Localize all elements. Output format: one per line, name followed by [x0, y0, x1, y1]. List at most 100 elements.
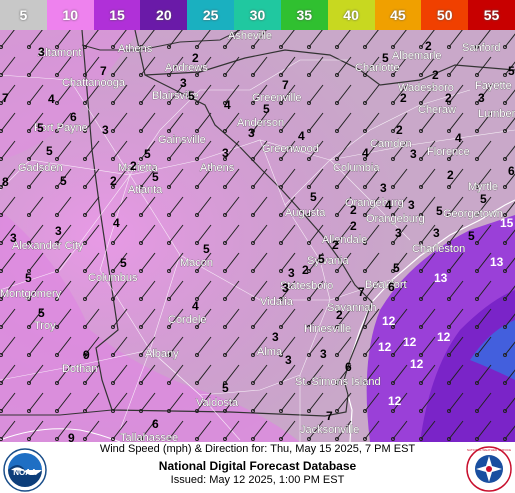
wind-arrow-tail	[223, 185, 227, 189]
wind-arrow	[280, 364, 296, 384]
wind-arrow	[0, 224, 16, 244]
wind-arrow-tail	[139, 101, 143, 105]
wind-arrow	[448, 224, 464, 244]
wind-speed-value: 3	[478, 91, 485, 105]
wind-arrow	[476, 308, 492, 328]
wind-arrow-tail	[363, 353, 367, 357]
wind-arrow-tail	[363, 437, 367, 441]
wind-arrow	[280, 280, 296, 300]
wind-arrow	[280, 392, 296, 412]
wind-arrow-tail	[223, 409, 227, 413]
wind-arrow-tail	[139, 269, 143, 273]
wind-arrow	[168, 252, 184, 272]
wind-arrow-tail	[475, 101, 479, 105]
wind-arrow-tail	[0, 437, 3, 441]
wind-arrow-tail	[419, 325, 423, 329]
wind-arrow	[196, 336, 212, 356]
wind-arrow-tail	[363, 409, 367, 413]
wind-arrow-tail	[111, 73, 115, 77]
city-label: Sanford	[462, 42, 501, 54]
wind-arrow	[364, 84, 380, 104]
wind-arrow-tail	[223, 269, 227, 273]
wind-arrow	[112, 140, 128, 160]
wind-arrow	[0, 30, 15, 48]
wind-speed-value: 12	[437, 330, 451, 344]
wind-arrow-tail	[139, 129, 143, 133]
wind-arrow-tail	[111, 381, 115, 385]
wind-arrow	[420, 30, 435, 48]
wind-arrow-tail	[447, 325, 451, 329]
wind-arrow	[196, 112, 212, 132]
wind-arrow	[280, 168, 296, 188]
wind-arrow	[112, 112, 128, 132]
wind-arrow	[168, 56, 184, 76]
city-label: Athens	[118, 43, 153, 55]
wind-arrow	[28, 84, 44, 104]
wind-arrow	[392, 252, 408, 272]
wind-speed-value: 6	[345, 360, 352, 374]
wind-arrow	[420, 140, 436, 160]
city-label: Dothan	[62, 363, 97, 375]
wind-arrow-tail	[223, 213, 227, 217]
legend-cell-20: 20	[140, 0, 188, 30]
wind-arrow	[420, 252, 436, 272]
wind-arrow	[420, 224, 436, 244]
wind-speed-value: 5	[152, 170, 159, 184]
wind-arrow	[112, 364, 128, 384]
wind-arrow-tail	[167, 129, 171, 133]
wind-speed-value: 5	[382, 51, 389, 65]
pink-region-south	[0, 210, 300, 442]
wind-speed-value: 5	[310, 190, 317, 204]
wind-arrow	[476, 224, 492, 244]
wind-arrow-tail	[419, 101, 423, 105]
wind-arrow	[392, 364, 408, 384]
city-label: Orangeburg	[345, 197, 404, 209]
wind-arrow-tail	[447, 73, 451, 77]
wind-arrow-tail	[195, 213, 199, 217]
wind-arrow-tail	[251, 129, 255, 133]
wind-arrow-tail	[363, 269, 367, 273]
wind-arrow	[56, 84, 72, 104]
wind-arrow-tail	[83, 269, 87, 273]
wind-arrow-tail	[419, 241, 423, 245]
wind-arrow	[476, 336, 492, 356]
wind-arrow	[140, 112, 156, 132]
wind-arrow	[364, 196, 380, 216]
city-label: Asheville	[228, 30, 272, 42]
wind-speed-value: 4	[192, 299, 199, 313]
wind-arrow-tail	[363, 101, 367, 105]
wind-arrow	[448, 280, 464, 300]
wind-arrow-tail	[307, 381, 311, 385]
wind-arrow-tail	[251, 45, 255, 49]
wind-speed-value: 3	[395, 226, 402, 240]
wind-arrow	[224, 140, 240, 160]
wind-arrow-tail	[503, 185, 507, 189]
city-label: Florence	[427, 146, 470, 158]
wind-arrow	[224, 420, 240, 440]
city-label: Sylvania	[307, 255, 349, 267]
wind-arrow-tail	[335, 129, 339, 133]
wind-arrow-tail	[475, 297, 479, 301]
wind-arrow-tail	[447, 129, 451, 133]
wind-arrow	[476, 420, 492, 440]
legend-cell-50: 50	[421, 0, 469, 30]
georgia-border	[81, 30, 373, 417]
wind-arrow-tail	[391, 129, 395, 133]
wind-arrow-tail	[223, 381, 227, 385]
wind-arrow-tail	[27, 297, 31, 301]
wind-arrow-tail	[503, 241, 507, 245]
wind-arrow	[84, 252, 100, 272]
wind-arrow	[252, 308, 268, 328]
wind-arrow	[280, 252, 296, 272]
wind-arrow-tail	[307, 213, 311, 217]
city-label: Fayette	[475, 80, 512, 92]
wind-arrow	[448, 140, 464, 160]
wind-arrow	[140, 364, 156, 384]
wind-speed-value: 2	[447, 168, 454, 182]
wind-arrow-tail	[0, 129, 3, 133]
wind-arrow	[56, 30, 71, 48]
wind-arrow-tail	[391, 157, 395, 161]
wind-arrow	[84, 196, 100, 216]
wind-arrow	[252, 140, 268, 160]
wind-arrow	[84, 112, 100, 132]
